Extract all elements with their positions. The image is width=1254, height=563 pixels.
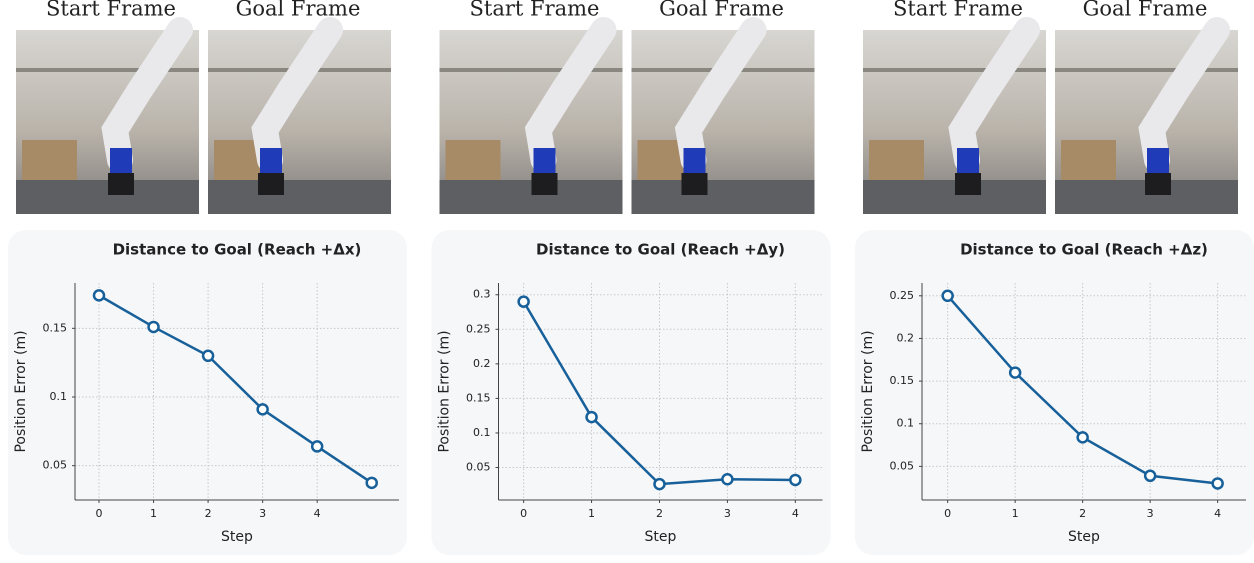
x-tick-label: 4 [314, 507, 321, 520]
y-tick-label: 0.05 [466, 461, 491, 474]
x-tick-label: 0 [944, 507, 951, 520]
data-point [201, 349, 215, 363]
y-tick-label: 0.15 [43, 321, 68, 334]
robot-arm [674, 17, 767, 173]
gripper-fingers [108, 173, 134, 195]
x-axis-label: Step [1068, 529, 1100, 545]
robot-arm [1138, 17, 1230, 173]
gripper-fingers [681, 173, 708, 195]
shelf [1055, 68, 1238, 72]
y-tick-label: 0.05 [890, 459, 915, 472]
frame-caption: Start Frame [46, 0, 176, 21]
y-tick-label: 0.25 [890, 289, 915, 302]
x-tick-label: 4 [792, 507, 799, 520]
gripper-fingers [1145, 173, 1171, 195]
data-point [789, 473, 802, 487]
gripper-fingers [955, 173, 981, 195]
x-tick-label: 0 [520, 507, 527, 520]
data-point [92, 289, 106, 302]
y-tick-label: 0.15 [466, 391, 491, 404]
data-point [310, 440, 324, 453]
x-tick-label: 1 [1012, 507, 1019, 520]
robot-arm [948, 17, 1040, 173]
x-tick-label: 2 [205, 507, 212, 520]
x-tick-label: 1 [150, 507, 157, 520]
x-tick-label: 0 [96, 507, 103, 520]
chart-title: Distance to Goal (Reach +Δy) [536, 241, 785, 259]
y-tick-label: 0.1 [50, 390, 68, 403]
x-tick-label: 3 [724, 507, 731, 520]
table [863, 180, 1046, 214]
data-point [1211, 477, 1224, 490]
photos [16, 17, 1238, 214]
gripper [110, 148, 132, 173]
shelf [863, 68, 1046, 72]
y-tick-label: 0.05 [43, 459, 68, 472]
table [208, 180, 391, 214]
gripper [260, 148, 282, 173]
data-point [653, 477, 666, 491]
table [631, 180, 815, 214]
y-tick-label: 0.25 [466, 322, 491, 335]
y-axis-label: Position Error (m) [13, 330, 29, 452]
data-point [1076, 431, 1089, 444]
frame-caption: Start Frame [470, 0, 600, 21]
x-tick-label: 2 [656, 507, 663, 520]
panel [8, 230, 407, 555]
gripper [533, 148, 556, 173]
frame-caption: Goal Frame [1083, 0, 1208, 21]
gripper [1147, 148, 1169, 173]
data-point [517, 295, 530, 308]
shelf [439, 68, 623, 72]
frame-caption: Goal Frame [236, 0, 361, 21]
data-point [256, 403, 269, 416]
data-point [585, 410, 598, 424]
x-axis-label: Step [221, 529, 253, 545]
robot-arm [251, 17, 343, 173]
y-tick-label: 0.15 [890, 374, 915, 387]
gripper-fingers [531, 173, 558, 195]
gripper-fingers [258, 173, 284, 195]
x-tick-label: 4 [1214, 507, 1221, 520]
robot-arm [101, 17, 193, 173]
data-point [941, 289, 954, 303]
y-tick-label: 0.1 [897, 417, 915, 430]
x-tick-label: 3 [1147, 507, 1154, 520]
frame-caption: Start Frame [893, 0, 1023, 21]
data-point [1143, 469, 1157, 483]
data-point [1008, 366, 1022, 379]
table [439, 180, 623, 214]
y-tick-label: 0.2 [897, 331, 915, 344]
x-tick-label: 2 [1079, 507, 1086, 520]
x-tick-label: 3 [259, 507, 266, 520]
panel [855, 230, 1254, 555]
y-tick-label: 0.2 [473, 357, 491, 370]
frame-caption: Goal Frame [659, 0, 784, 21]
data-point [365, 476, 378, 490]
data-point [147, 320, 160, 334]
y-tick-label: 0.1 [473, 426, 491, 439]
table [16, 180, 199, 214]
x-tick-label: 1 [588, 507, 595, 520]
gripper [683, 148, 706, 173]
robot-arm [524, 17, 617, 173]
panel [431, 230, 831, 555]
y-axis-label: Position Error (m) [860, 330, 876, 452]
chart-title: Distance to Goal (Reach +Δz) [960, 241, 1208, 259]
chart-title: Distance to Goal (Reach +Δx) [113, 241, 362, 259]
shelf [16, 68, 199, 72]
y-tick-label: 0.3 [473, 288, 491, 301]
data-point [721, 473, 734, 486]
data-line [98, 294, 373, 484]
y-axis-label: Position Error (m) [437, 330, 453, 452]
x-axis-label: Step [645, 529, 677, 545]
gripper [957, 148, 979, 173]
